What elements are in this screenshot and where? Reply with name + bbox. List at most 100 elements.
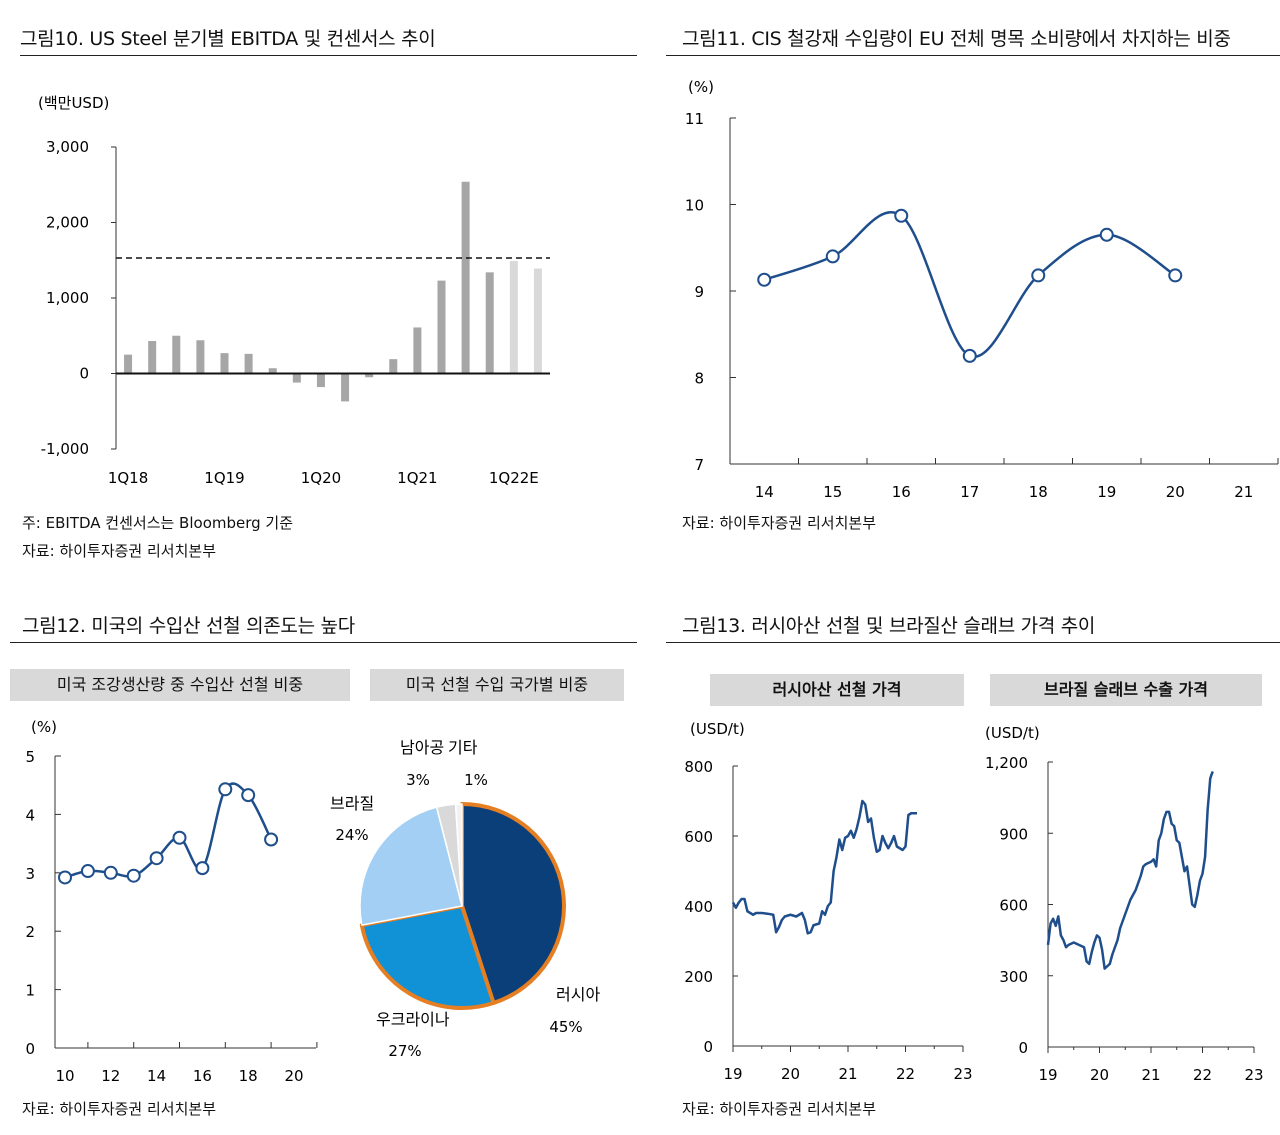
fig12-title: 그림12. 미국의 수입산 선철 의존도는 높다 [22,615,355,637]
fig10-x-tick-label: 1Q21 [397,469,437,487]
fig12-y-tick-label: 5 [25,748,35,766]
fig11-point [825,249,840,264]
fig13-left-y-tick-label: 200 [684,968,713,986]
fig12-point [172,830,187,845]
fig10-x-tick-label: 1Q20 [301,469,341,487]
fig12-header-right: 미국 선철 수입 국가별 비중 [370,669,624,701]
fig11-note-source: 자료: 하이투자증권 리서치본부 [682,514,876,532]
fig11-x-tick-label: 18 [1029,483,1048,501]
fig11-y-tick-label: 7 [694,456,704,474]
fig10-x-tick-label: 1Q22E [489,469,539,487]
fig10-y-tick-label: -1,000 [41,440,89,458]
fig13-left-series-line [731,799,917,935]
fig13-right-line-chart: (USD/t) 0 300 600 900 1,200 19 20 21 22 23 [985,724,1264,1084]
fig13-right-y-tick-label: 900 [999,825,1028,843]
fig10-bar [389,359,398,374]
fig10-bar [365,373,374,378]
fig12-series-line [64,782,273,879]
fig11-unit-label: (%) [688,78,714,96]
fig11-title: 그림11. CIS 철강재 수입량이 EU 전체 명목 소비량에서 차지하는 비… [682,28,1231,50]
fig12-pie-pct-label: 27% [388,1042,421,1060]
fig10-bar [509,261,518,374]
fig11-x-tick-label: 16 [892,483,911,501]
fig10-unit-label: (백만USD) [38,94,109,112]
fig10-bar [437,280,446,374]
fig13-left-x-tick-label: 21 [838,1065,857,1083]
fig10-bar [485,272,494,374]
fig12-y-tick-label: 1 [25,982,35,1000]
fig12-x-tick-label: 20 [284,1067,303,1085]
fig13-right-x-tick-label: 22 [1193,1066,1212,1084]
fig13-note-source: 자료: 하이투자증권 리서치본부 [682,1100,876,1118]
fig13-header-right: 브라질 슬래브 수출 가격 [990,674,1262,706]
fig11-x-tick-label: 20 [1166,483,1185,501]
fig10-bar [533,268,542,374]
fig12-pie-slice [454,803,463,907]
fig12-pie-label: 우크라이나 [376,1010,450,1029]
fig13-right-x-tick-label: 21 [1141,1066,1160,1084]
fig10-title: 그림10. US Steel 분기별 EBITDA 및 컨센서스 추이 [20,28,436,50]
fig13-left-y-tick-label: 600 [684,828,713,846]
fig10-y-tick-label: 0 [79,365,89,383]
fig11-y-tick-label: 9 [694,283,704,301]
fig13-left-y-tick-label: 800 [684,758,713,776]
fig12-line-unit-label: (%) [31,718,57,736]
fig13-left-y-tick-label: 0 [703,1038,713,1056]
fig13-right-x-tick-label: 19 [1038,1066,1057,1084]
fig11-x-tick-label: 17 [960,483,979,501]
fig12-point [264,832,279,847]
fig13-right-series-line [1046,771,1214,970]
fig12-y-tick-label: 2 [25,923,35,941]
fig12-note-source: 자료: 하이투자증권 리서치본부 [22,1100,216,1118]
fig13-left-x-tick-label: 23 [953,1065,972,1083]
fig11-point [1099,227,1114,242]
fig10-note-consensus: 주: EBITDA 컨센서스는 Bloomberg 기준 [22,514,294,532]
fig12-x-tick-label: 12 [101,1067,120,1085]
fig11-x-tick-label: 14 [755,483,774,501]
fig12-x-tick-label: 14 [147,1067,166,1085]
fig10-bar-chart: (백만USD) -1,000 0 1,000 2,000 3,000 1Q18 1Q19 1Q… [38,94,550,487]
fig12-pie-pct-label: 24% [335,826,368,844]
fig10-bar [461,181,470,374]
fig12-pie-label: 기타 [448,738,478,757]
fig12-y-tick-label: 3 [25,865,35,883]
fig11-point [1031,268,1046,283]
fig12-x-tick-label: 10 [55,1067,74,1085]
fig12-x-tick-label: 16 [193,1067,212,1085]
fig13-header-left: 러시아산 선철 가격 [710,674,964,706]
fig12-point [218,782,233,797]
fig12-point [126,868,141,883]
fig13-right-y-tick-label: 300 [999,968,1028,986]
fig13-right-x-tick-label: 23 [1244,1066,1263,1084]
fig12-header-left: 미국 조강생산량 중 수입산 선철 비중 [10,669,350,701]
fig13-left-line-chart: (USD/t) 0 200 400 600 800 19 20 21 22 23 [684,720,972,1083]
fig13-right-x-tick-label: 20 [1090,1066,1109,1084]
fig11-point [894,208,909,223]
fig12-pie-pct-label: 3% [406,771,430,789]
fig10-x-tick-label: 1Q18 [108,469,148,487]
fig10-title-rule [20,55,637,56]
fig11-y-tick-label: 10 [685,197,704,215]
fig10-y-tick-label: 2,000 [46,214,89,232]
fig12-pie-pct-label: 1% [464,771,488,789]
fig11-x-tick-label: 19 [1097,483,1116,501]
fig12-point [195,861,210,876]
fig10-bar [341,373,350,402]
fig10-note-source: 자료: 하이투자증권 리서치본부 [22,542,216,560]
fig12-pie-label: 브라질 [330,794,374,813]
fig12-y-tick-label: 0 [25,1040,35,1058]
fig10-bar [268,368,277,374]
fig12-pie-slice [460,802,566,1006]
fig12-x-tick-label: 18 [239,1067,258,1085]
fig12-point [241,788,256,803]
fig12-y-tick-label: 4 [25,806,35,824]
fig13-left-x-tick-label: 22 [896,1065,915,1083]
fig11-point [962,348,977,363]
fig13-right-y-tick-label: 0 [1018,1039,1028,1057]
fig12-point [149,851,164,866]
fig12-point [80,864,95,879]
fig10-bar [244,353,253,374]
fig12-point [103,865,118,880]
fig12-point [58,870,72,885]
